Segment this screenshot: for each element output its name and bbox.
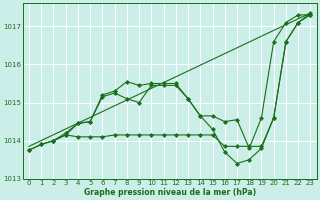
X-axis label: Graphe pression niveau de la mer (hPa): Graphe pression niveau de la mer (hPa) [84,188,256,197]
